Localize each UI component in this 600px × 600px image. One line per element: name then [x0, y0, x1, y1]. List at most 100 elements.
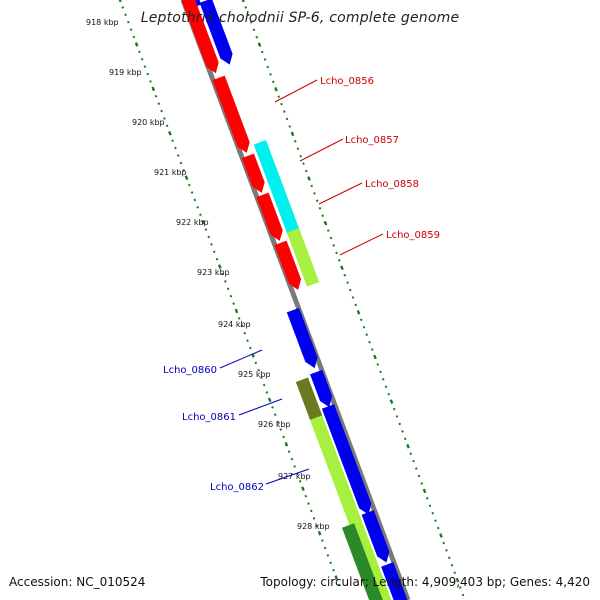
tick-mark [282, 110, 286, 113]
tick-mark [384, 385, 388, 389]
tick-mark [146, 72, 150, 76]
tick-mark [458, 586, 462, 589]
tick-label: 918 kbp [86, 18, 119, 27]
tick-mark [244, 6, 248, 9]
tick-mark [406, 443, 410, 449]
gene-label-lcho_0856[interactable]: Lcho_0856 [320, 76, 374, 87]
gene-arrow-blue [310, 369, 333, 408]
tick-mark [334, 575, 339, 580]
tick-mark [199, 213, 202, 217]
tick-mark [414, 467, 418, 470]
tick-mark [368, 340, 371, 344]
tick-mark [232, 302, 235, 305]
tick-mark [243, 331, 247, 335]
tick-mark [165, 124, 169, 128]
tick-mark [157, 102, 161, 105]
tick-mark [359, 318, 363, 322]
tick-mark [298, 480, 302, 483]
tick-mark [224, 280, 227, 283]
tick-mark [326, 229, 330, 232]
tick-mark [271, 80, 275, 84]
gene-label-lcho_0859[interactable]: Lcho_0859 [386, 230, 440, 241]
tick-mark [428, 504, 432, 508]
tick-mark [381, 378, 385, 381]
tick-mark [356, 310, 361, 315]
gene-arrow-red [212, 75, 250, 153]
tick-mark [395, 415, 399, 418]
tick-mark [318, 206, 322, 210]
tick-mark [329, 236, 333, 240]
callout-line [339, 233, 384, 256]
tick-mark [340, 265, 344, 271]
tick-mark [439, 533, 443, 538]
callout-line [318, 182, 363, 205]
tick-label: 924 kbp [218, 320, 251, 329]
tick-mark [246, 339, 249, 342]
tick-mark [321, 539, 324, 542]
tick-mark [431, 511, 435, 515]
tick-mark [124, 13, 127, 17]
tick-mark [215, 257, 219, 261]
tick-mark [455, 577, 460, 583]
tick-mark [118, 0, 122, 3]
tick-mark [285, 117, 289, 121]
tick-mark [332, 568, 335, 572]
tick-mark [346, 281, 349, 284]
tick-mark [176, 154, 180, 157]
tick-mark [337, 259, 341, 262]
gene-label-lcho_0861[interactable]: Lcho_0861 [182, 412, 236, 423]
tick-mark [370, 348, 374, 351]
tick-mark [212, 250, 216, 254]
tick-mark [445, 549, 448, 552]
tick-mark [453, 571, 457, 574]
gene-label-lcho_0860[interactable]: Lcho_0860 [163, 365, 217, 376]
gene-arrow-red [256, 192, 283, 241]
tick-mark [221, 272, 224, 276]
tick-mark [207, 235, 210, 239]
tick-label: 928 kbp [297, 522, 330, 531]
tick-label: 919 kbp [109, 68, 142, 77]
tick-mark [121, 6, 125, 9]
tick-mark [201, 219, 205, 225]
tick-mark [337, 583, 341, 587]
tick-mark [154, 94, 158, 98]
tick-mark [273, 413, 277, 416]
tick-mark [151, 86, 156, 92]
tick-label: 925 kbp [238, 370, 271, 379]
gene-callouts: Lcho_0856 Lcho_0857 Lcho_0858 Lcho_0859 Lcho… [163, 76, 440, 493]
tick-mark [317, 530, 322, 536]
tick-mark [434, 519, 437, 522]
tick-mark [249, 346, 252, 350]
tick-mark [365, 333, 369, 336]
tick-mark [143, 65, 147, 68]
tick-mark [129, 28, 133, 31]
tick-mark [313, 192, 316, 195]
gene-label-lcho_0857[interactable]: Lcho_0857 [345, 135, 399, 146]
tick-mark [160, 109, 163, 113]
tick-mark [304, 494, 308, 498]
tick-mark [351, 296, 355, 299]
gene-arrow-red [181, 0, 219, 74]
tick-mark [226, 287, 230, 291]
gene-arrow-blue [199, 0, 233, 65]
tick-mark [301, 486, 305, 492]
tick-mark [288, 125, 292, 128]
tick-mark [267, 397, 272, 403]
tick-mark [134, 42, 139, 47]
tick-mark [188, 183, 191, 187]
tick-mark [412, 459, 415, 463]
tick-mark [260, 50, 264, 54]
position-tick-track [118, 0, 465, 597]
tick-mark [168, 130, 172, 136]
tick-mark [329, 561, 332, 565]
gene-label-lcho_0862[interactable]: Lcho_0862 [210, 482, 264, 493]
callout-line [299, 138, 344, 162]
tick-mark [315, 199, 319, 203]
gene-arrow-cyan [253, 139, 300, 235]
callout-line [219, 349, 263, 369]
gene-label-lcho_0858[interactable]: Lcho_0858 [365, 179, 419, 190]
tick-mark [257, 368, 260, 372]
callout-line [238, 398, 283, 416]
tick-mark [376, 363, 380, 366]
tick-mark [307, 502, 310, 505]
